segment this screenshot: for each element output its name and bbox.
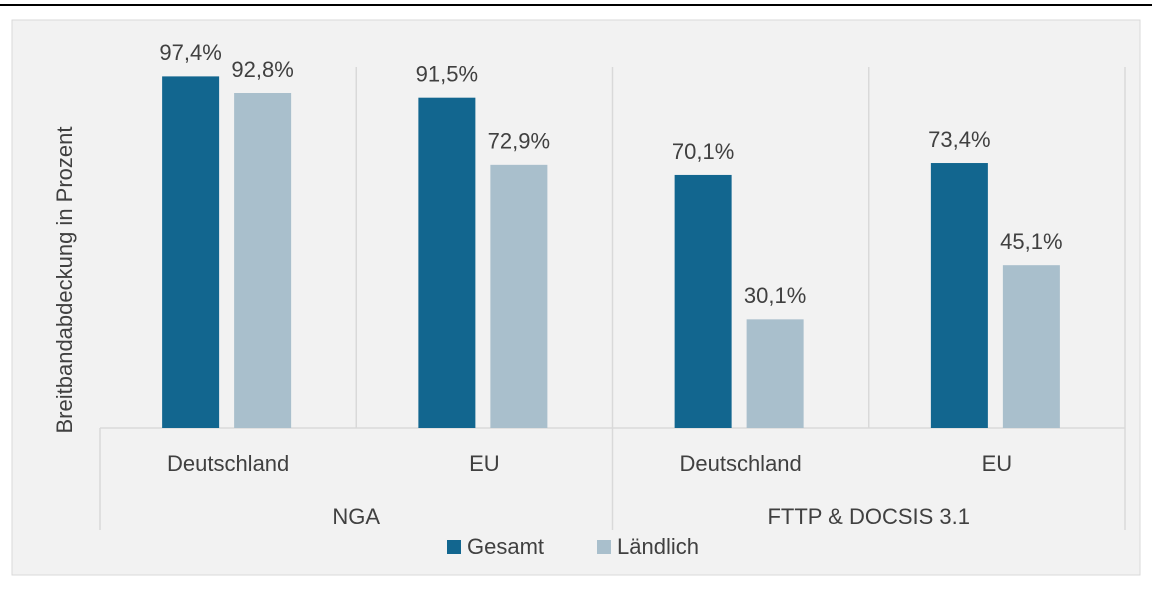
- data-label: 73,4%: [928, 127, 990, 152]
- group-label: FTTP & DOCSIS 3.1: [767, 504, 970, 529]
- bar: [490, 164, 548, 428]
- bar: [746, 319, 804, 428]
- data-label: 70,1%: [672, 139, 734, 164]
- data-label: 45,1%: [1000, 229, 1062, 254]
- data-label: 97,4%: [159, 40, 221, 65]
- bar: [162, 76, 220, 429]
- legend-label: Ländlich: [617, 534, 699, 559]
- data-label: 30,1%: [744, 283, 806, 308]
- y-axis-label: Breitbandabdeckung in Prozent: [52, 127, 77, 434]
- legend-swatch: [447, 540, 461, 554]
- bar: [234, 92, 292, 428]
- legend-label: Gesamt: [467, 534, 544, 559]
- x-tick-label: Deutschland: [167, 451, 289, 476]
- bar: [674, 174, 732, 428]
- data-label: 72,9%: [488, 129, 550, 154]
- group-label: NGA: [332, 504, 380, 529]
- bar: [930, 163, 988, 428]
- data-label: 91,5%: [416, 61, 478, 86]
- bar: [1002, 265, 1060, 428]
- data-label: 92,8%: [231, 57, 293, 82]
- x-tick-label: EU: [982, 451, 1013, 476]
- legend-swatch: [597, 540, 611, 554]
- x-tick-label: Deutschland: [679, 451, 801, 476]
- x-tick-label: EU: [469, 451, 500, 476]
- bar: [418, 97, 476, 428]
